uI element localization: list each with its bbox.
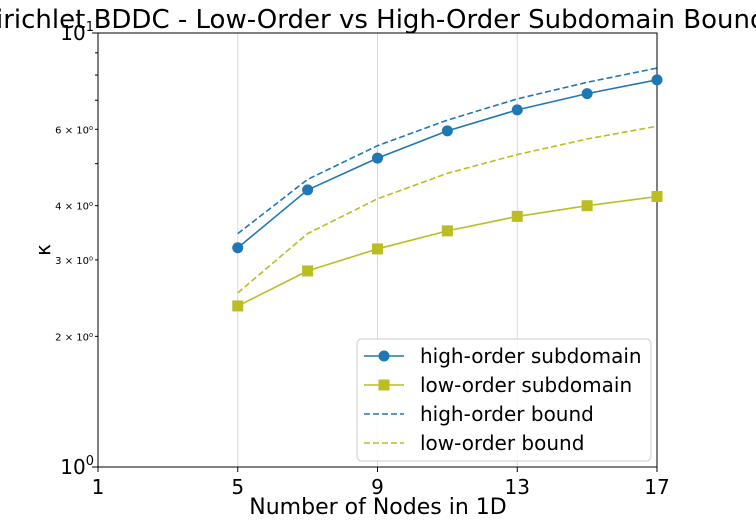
y-major-tick-label: 100 xyxy=(60,454,94,479)
legend-label: high-order subdomain xyxy=(420,344,642,368)
y-tick-base: 10 xyxy=(60,455,85,479)
y-minor-tick-label: 2 × 10⁰ xyxy=(55,332,93,343)
y-minor-tick-label: 6 × 10⁰ xyxy=(55,125,93,136)
x-tick-label: 1 xyxy=(92,475,105,499)
y-axis-label: κ xyxy=(31,244,55,256)
y-tick-exponent: 0 xyxy=(86,454,94,469)
legend-label: low-order subdomain xyxy=(420,373,632,397)
series-point xyxy=(651,191,663,203)
series-point xyxy=(232,300,244,312)
series-point xyxy=(581,200,593,212)
series-point xyxy=(441,225,453,237)
x-tick-label: 9 xyxy=(371,475,384,499)
series-point xyxy=(511,104,523,116)
series-point xyxy=(302,184,314,196)
series-line-1 xyxy=(237,195,658,307)
series-point xyxy=(372,152,383,164)
y-minor-tick-label: 3 × 10⁰ xyxy=(55,256,93,267)
legend: high-order subdomain low-order subdomain h… xyxy=(356,338,652,462)
series-point xyxy=(511,210,523,222)
series-point xyxy=(441,125,453,137)
series-point xyxy=(581,88,593,100)
legend-marker xyxy=(378,350,390,362)
y-tick-base: 10 xyxy=(60,21,85,45)
y-minor-tick-label: 4 × 10⁰ xyxy=(55,202,93,213)
legend-marker xyxy=(378,379,390,391)
y-major-tick-label: 101 xyxy=(60,20,94,45)
legend-label: high-order bound xyxy=(420,402,594,426)
x-axis-label: Number of Nodes in 1D xyxy=(249,495,506,520)
y-tick-exponent: 1 xyxy=(86,20,94,35)
x-tick-label: 5 xyxy=(231,475,244,499)
series-point xyxy=(302,265,314,277)
x-tick-label: 13 xyxy=(505,475,530,499)
series-line-0 xyxy=(237,79,658,249)
series-line-3 xyxy=(237,125,658,294)
legend-box xyxy=(356,338,652,462)
series-point xyxy=(232,242,244,254)
series-point xyxy=(372,243,383,255)
series-point xyxy=(651,74,663,86)
legend-label: low-order bound xyxy=(420,431,584,455)
x-tick-label: 17 xyxy=(644,475,669,499)
chart-title: Dirichlet BDDC - Low-Order vs High-Order… xyxy=(0,5,756,35)
series xyxy=(232,67,663,312)
